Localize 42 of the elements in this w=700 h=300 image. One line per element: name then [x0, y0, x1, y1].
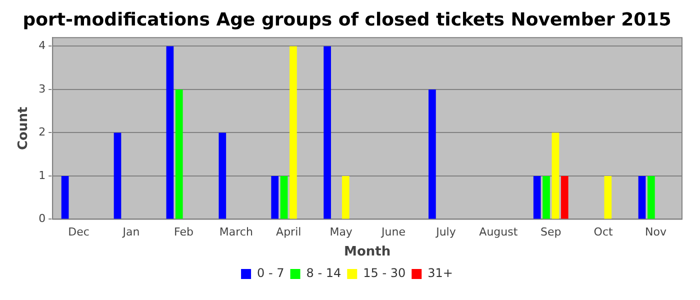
- bar: [114, 132, 122, 219]
- x-tick-label: August: [479, 226, 518, 239]
- x-tick-label: March: [219, 226, 253, 239]
- x-tick-label: Oct: [594, 226, 614, 239]
- x-tick-label: April: [276, 226, 302, 239]
- legend-label: 8 - 14: [306, 266, 342, 280]
- x-tick-label: Jan: [122, 226, 140, 239]
- chart-title: port-modifications Age groups of closed tickets November 2015: [22, 9, 672, 30]
- x-tick-label: Dec: [68, 226, 90, 239]
- bar: [175, 89, 183, 219]
- x-tick-label: June: [380, 226, 406, 239]
- bar: [560, 176, 568, 219]
- legend-label: 15 - 30: [363, 266, 406, 280]
- y-tick-label: 1: [38, 168, 46, 182]
- y-tick-label: 3: [38, 82, 46, 96]
- bar: [342, 176, 350, 219]
- y-tick-label: 4: [38, 39, 46, 52]
- bar: [271, 176, 279, 219]
- bar: [542, 176, 550, 219]
- bar: [533, 176, 541, 219]
- x-tick-label: Nov: [645, 226, 667, 239]
- bar: [428, 89, 436, 219]
- x-tick-label: July: [435, 226, 456, 239]
- x-tick-label: Sep: [540, 226, 562, 239]
- bar: [280, 176, 288, 219]
- legend-label: 0 - 7: [257, 266, 284, 280]
- legend-label: 31+: [428, 266, 453, 280]
- bar: [61, 176, 69, 219]
- bar: [324, 46, 331, 219]
- x-tick-label: May: [330, 226, 353, 239]
- bar: [552, 132, 560, 219]
- y-tick-label: 0: [38, 212, 46, 226]
- bar: [604, 176, 612, 219]
- bar: [290, 46, 297, 219]
- y-axis-title: Count: [16, 106, 32, 150]
- bar: [166, 46, 174, 219]
- x-tick-label: Feb: [174, 226, 194, 239]
- bar: [218, 132, 226, 219]
- bar: [638, 176, 646, 219]
- y-tick-label: 2: [38, 126, 46, 139]
- x-axis-title: Month: [344, 244, 391, 260]
- bar: [648, 176, 655, 219]
